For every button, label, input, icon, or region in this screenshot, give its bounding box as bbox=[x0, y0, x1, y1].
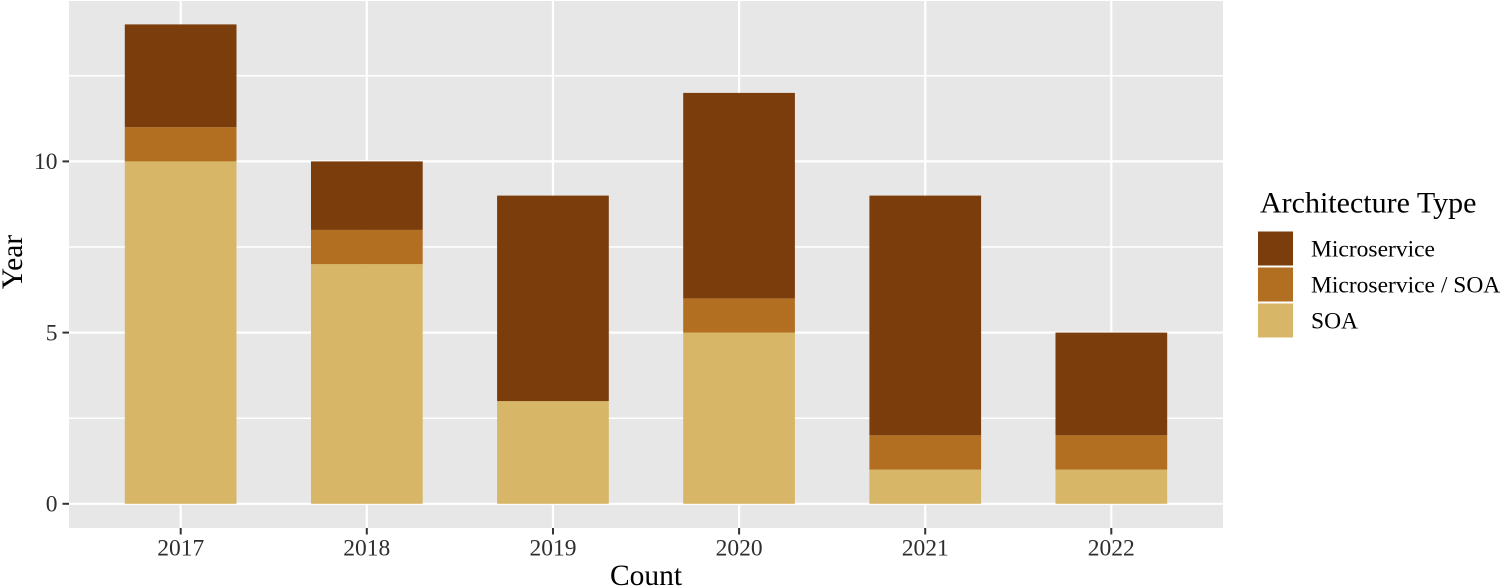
svg-text:5: 5 bbox=[46, 320, 58, 346]
svg-text:Count: Count bbox=[610, 560, 683, 588]
svg-text:2022: 2022 bbox=[1088, 536, 1135, 562]
svg-text:2021: 2021 bbox=[902, 536, 949, 562]
svg-text:SOA: SOA bbox=[1311, 309, 1358, 335]
svg-text:2020: 2020 bbox=[716, 536, 763, 562]
svg-text:Year: Year bbox=[0, 235, 29, 290]
svg-text:2018: 2018 bbox=[343, 536, 390, 562]
svg-text:Microservice / SOA: Microservice / SOA bbox=[1311, 273, 1500, 299]
svg-text:0: 0 bbox=[46, 492, 58, 518]
svg-text:Architecture Type: Architecture Type bbox=[1260, 186, 1476, 219]
svg-text:Microservice: Microservice bbox=[1311, 237, 1435, 263]
svg-text:2019: 2019 bbox=[530, 536, 577, 562]
svg-text:2017: 2017 bbox=[157, 536, 204, 562]
svg-text:10: 10 bbox=[34, 149, 58, 175]
